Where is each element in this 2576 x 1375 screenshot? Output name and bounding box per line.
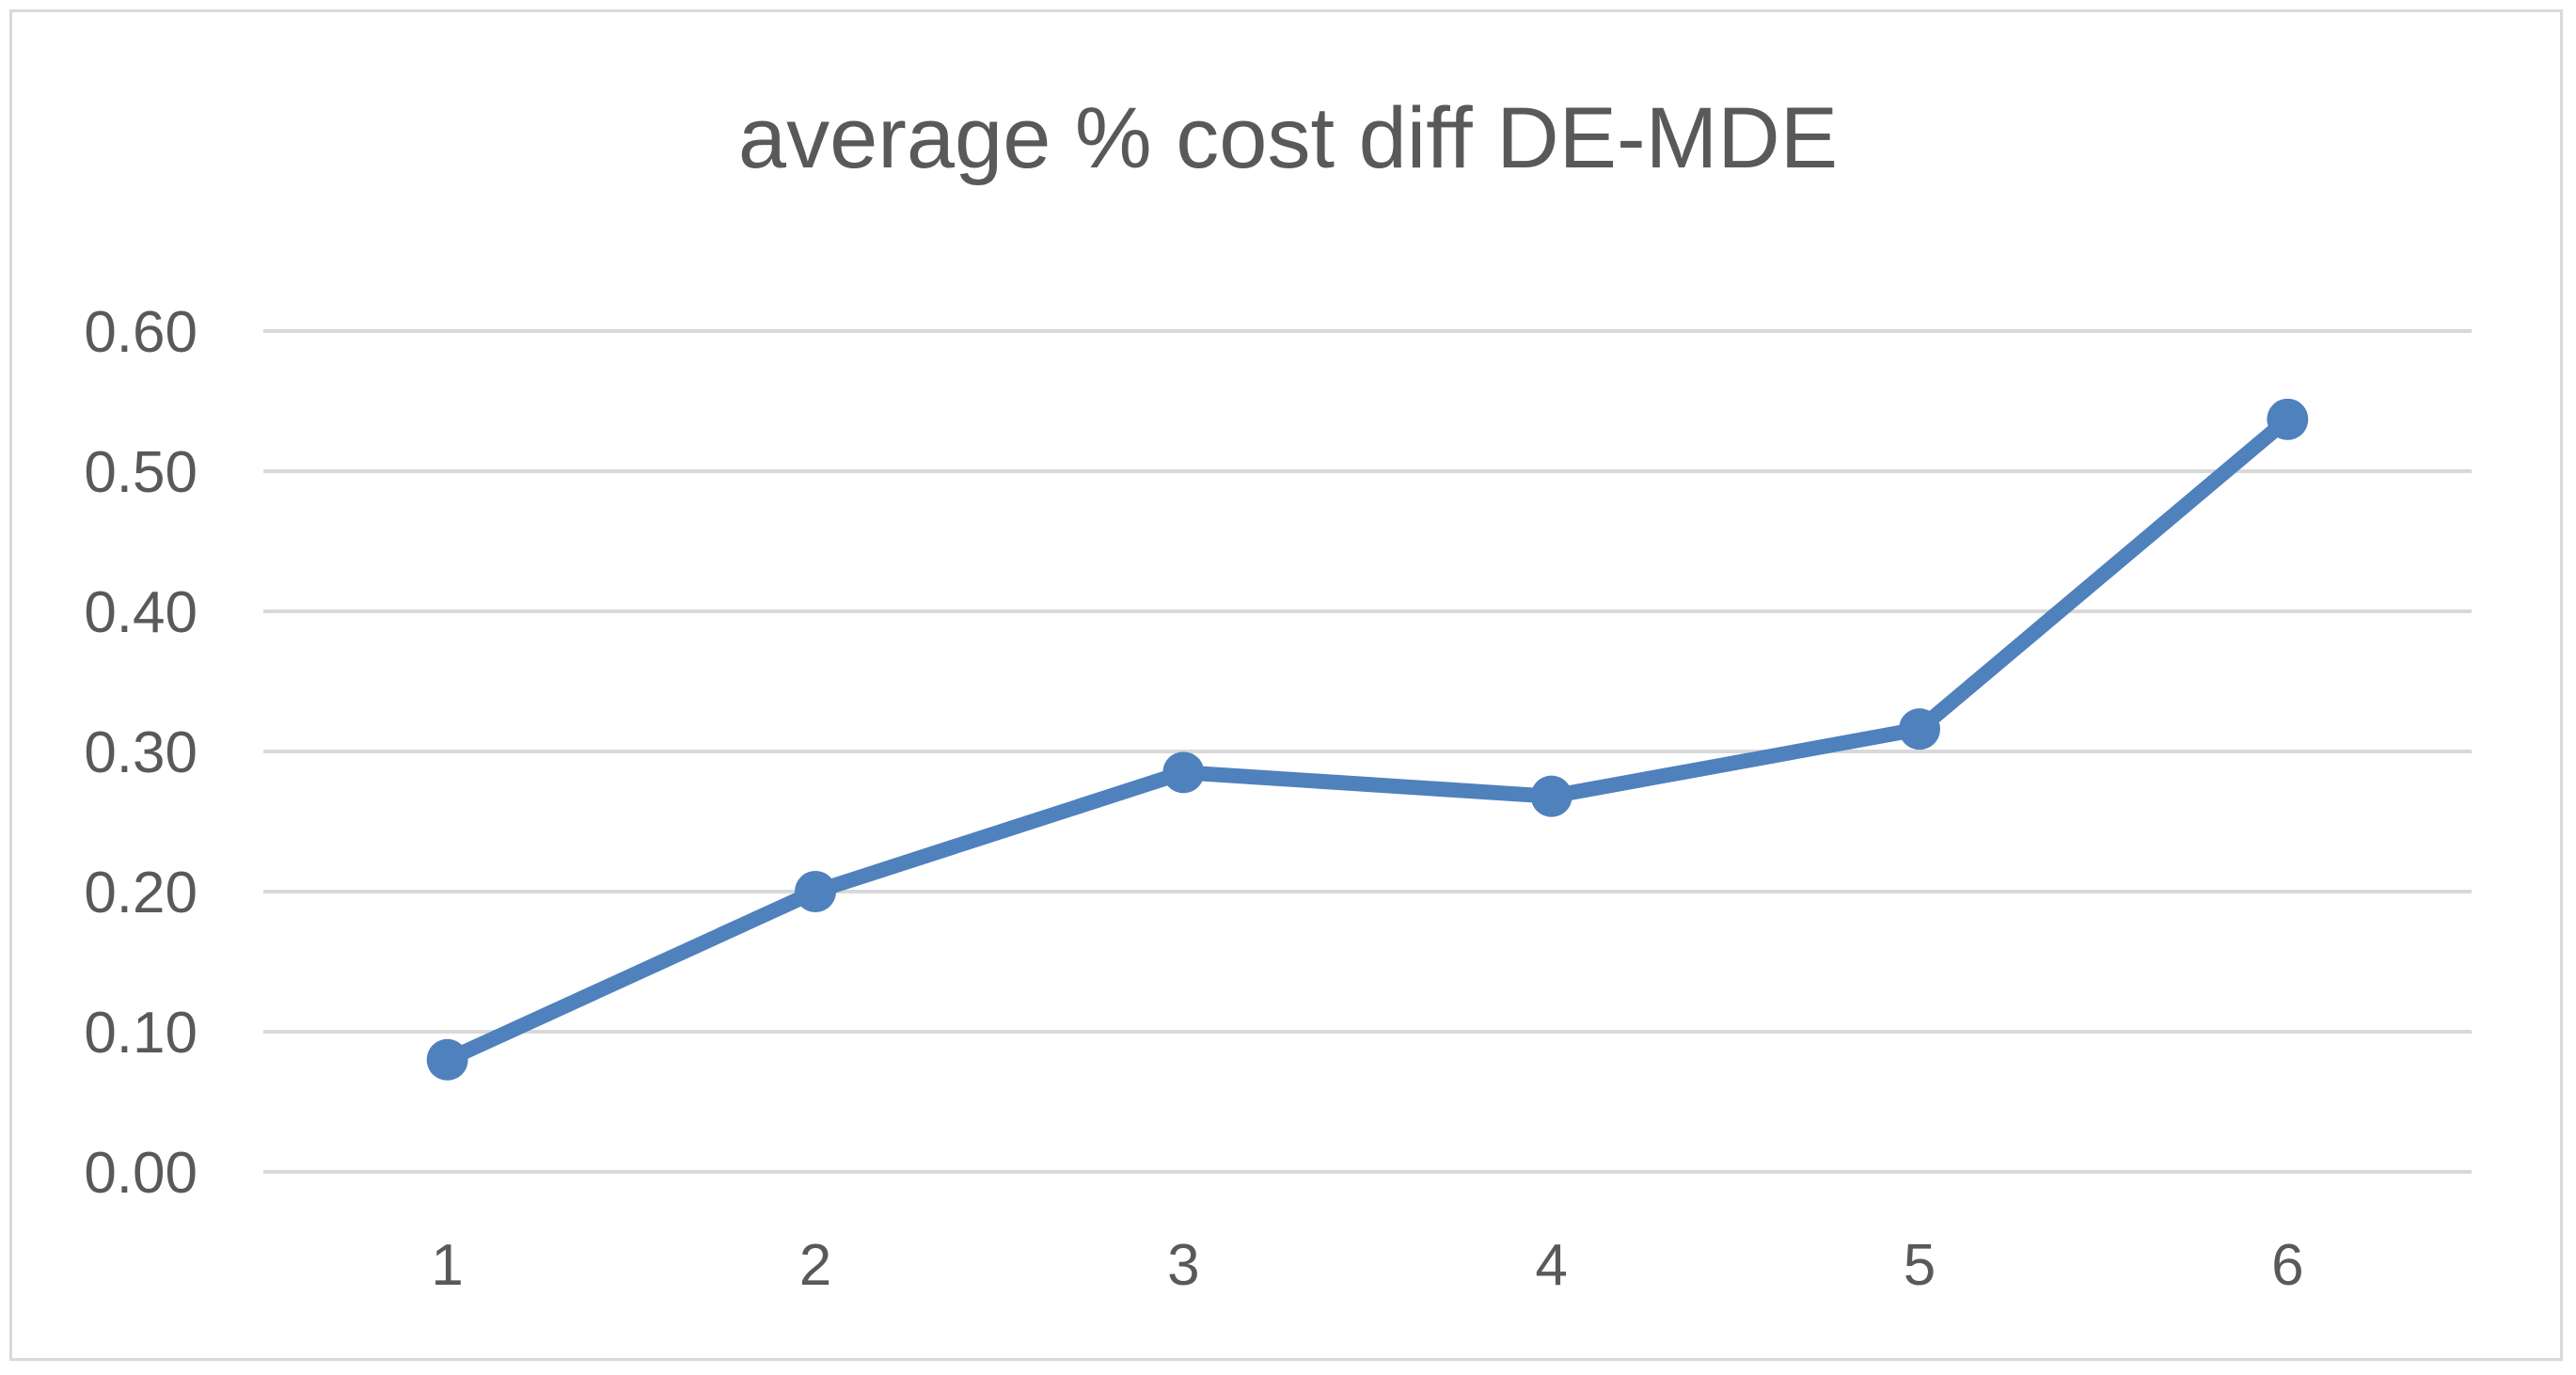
- y-tick-label: 0.20: [84, 861, 198, 925]
- data-point: [795, 871, 836, 912]
- x-tick-label: 1: [431, 1233, 463, 1298]
- data-point: [2267, 398, 2309, 440]
- y-tick-label: 0.40: [84, 580, 198, 645]
- x-axis-tick-labels: 1 2 3 4 5 6: [431, 1233, 2303, 1298]
- series-line: [439, 411, 2296, 1067]
- gridlines: [263, 329, 2472, 1174]
- data-point: [1899, 708, 1940, 751]
- x-tick-label: 6: [2271, 1233, 2303, 1298]
- chart-title: average % cost diff DE-MDE: [737, 90, 1839, 186]
- y-tick-label: 0.10: [84, 1001, 198, 1066]
- y-tick-label: 0.60: [84, 300, 198, 365]
- y-tick-label: 0.30: [84, 720, 198, 785]
- x-tick-label: 2: [799, 1233, 831, 1298]
- data-point: [1162, 751, 1205, 794]
- y-tick-label: 0.50: [84, 440, 198, 505]
- data-point: [426, 1038, 468, 1081]
- y-axis-tick-labels: 0.00 0.10 0.20 0.30 0.40 0.50 0.60: [84, 300, 198, 1206]
- data-point: [1530, 775, 1572, 817]
- x-tick-label: 5: [1904, 1233, 1936, 1298]
- x-tick-label: 3: [1167, 1233, 1199, 1298]
- chart-frame: [9, 9, 2563, 1361]
- y-tick-label: 0.00: [84, 1141, 198, 1206]
- x-tick-label: 4: [1535, 1233, 1567, 1298]
- series-layer: [426, 398, 2309, 1081]
